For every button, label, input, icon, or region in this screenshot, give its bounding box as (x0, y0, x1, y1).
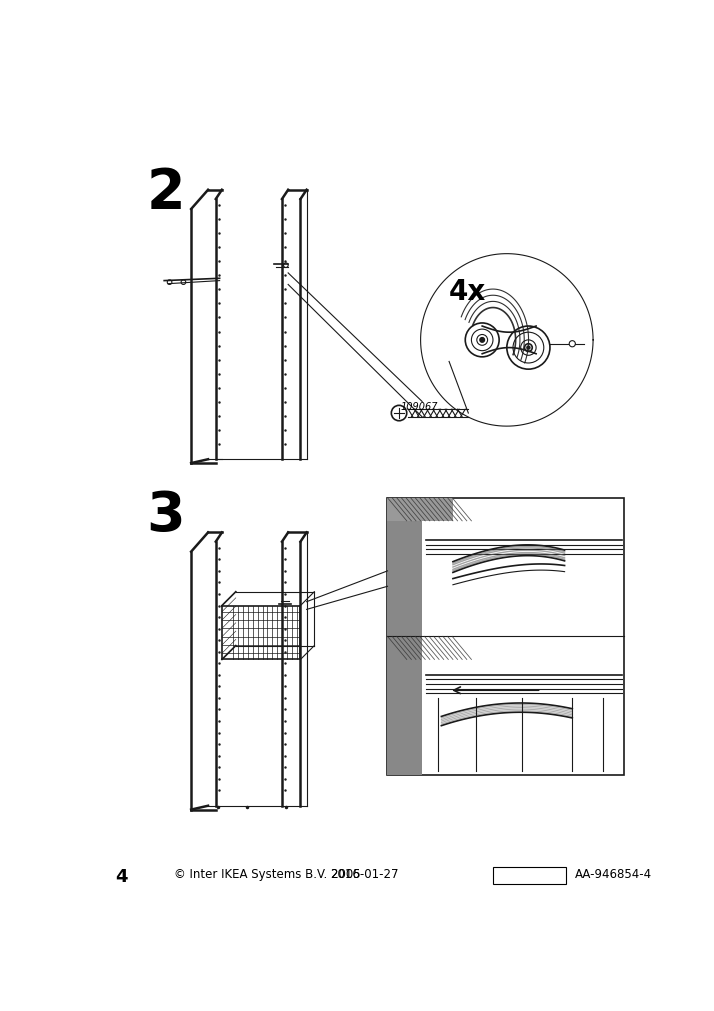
Bar (388, 637, 422, 775)
Bar (493, 867, 566, 885)
Text: 2016-01-27: 2016-01-27 (330, 867, 398, 881)
Bar (388, 498, 422, 637)
Text: 4: 4 (116, 867, 129, 886)
Text: AA-946854-4: AA-946854-4 (575, 867, 652, 881)
Circle shape (480, 339, 485, 343)
Text: 2: 2 (146, 166, 185, 219)
Circle shape (527, 347, 530, 350)
Bar (388, 498, 453, 522)
Bar (388, 498, 624, 775)
Text: © Inter IKEA Systems B.V. 2005: © Inter IKEA Systems B.V. 2005 (174, 867, 361, 881)
Text: 3: 3 (146, 489, 185, 543)
Text: 4x: 4x (449, 277, 486, 305)
Text: 109067: 109067 (401, 402, 438, 412)
